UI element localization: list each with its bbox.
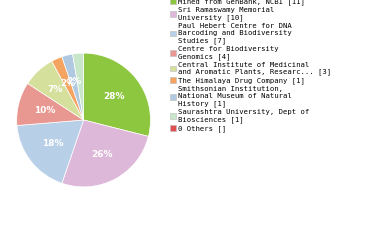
Wedge shape <box>17 84 84 126</box>
Text: 2%: 2% <box>66 77 81 86</box>
Legend: Mined from GenBank, NCBI [11], Sri Ramaswamy Memorial
University [10], Paul Hebe: Mined from GenBank, NCBI [11], Sri Ramas… <box>169 0 332 133</box>
Text: 26%: 26% <box>91 150 113 159</box>
Wedge shape <box>28 61 84 120</box>
Text: 28%: 28% <box>103 92 125 101</box>
Wedge shape <box>73 53 84 120</box>
Wedge shape <box>62 120 149 187</box>
Wedge shape <box>52 57 84 120</box>
Text: 18%: 18% <box>42 139 64 148</box>
Wedge shape <box>84 53 150 136</box>
Wedge shape <box>62 54 84 120</box>
Text: 2%: 2% <box>60 79 75 88</box>
Text: 10%: 10% <box>34 106 55 115</box>
Text: 7%: 7% <box>48 85 63 94</box>
Wedge shape <box>17 120 84 183</box>
